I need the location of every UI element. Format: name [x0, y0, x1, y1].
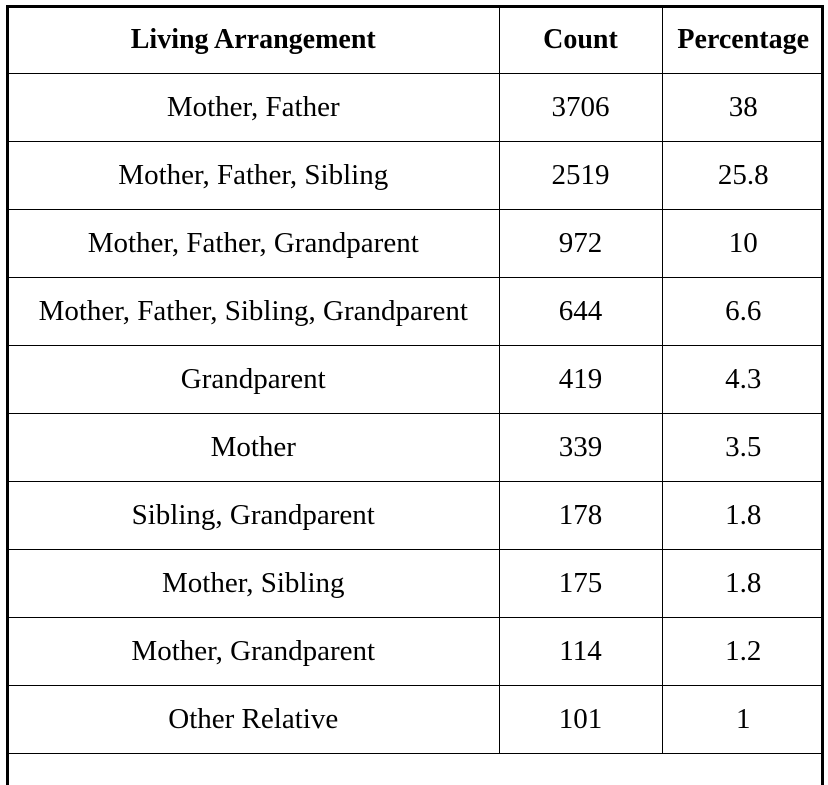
cell-percentage: 3.5	[661, 413, 821, 482]
cell-living-arrangement: Mother, Grandparent	[9, 617, 500, 686]
cell-percentage: 4.3	[661, 345, 821, 414]
cell-count: 3706	[498, 73, 663, 142]
cell-living-arrangement: Grandparent	[9, 345, 500, 414]
table-row: Other Relative 101 1	[9, 685, 821, 754]
living-arrangement-table: Living Arrangement Count Percentage Moth…	[9, 8, 821, 754]
cell-count: 339	[498, 413, 663, 482]
cell-living-arrangement: Mother	[9, 413, 500, 482]
table-row: Mother, Father, Sibling 2519 25.8	[9, 141, 821, 210]
cell-living-arrangement: Other Relative	[9, 685, 500, 754]
table-row: Mother, Father, Sibling, Grandparent 644…	[9, 277, 821, 346]
cell-percentage: 38	[661, 73, 821, 142]
table-row: Mother, Grandparent 114 1.2	[9, 617, 821, 686]
cell-percentage: 10	[661, 209, 821, 278]
header-percentage: Percentage	[661, 8, 821, 74]
cell-living-arrangement: Mother, Father, Sibling, Grandparent	[9, 277, 500, 346]
table-row: Sibling, Grandparent 178 1.8	[9, 481, 821, 550]
header-row: Living Arrangement Count Percentage	[9, 8, 821, 74]
cell-count: 644	[498, 277, 663, 346]
table-row: Grandparent 419 4.3	[9, 345, 821, 414]
cell-living-arrangement: Sibling, Grandparent	[9, 481, 500, 550]
cell-living-arrangement: Mother, Father, Sibling	[9, 141, 500, 210]
table-row: Mother, Father, Grandparent 972 10	[9, 209, 821, 278]
cell-percentage: 1.8	[661, 481, 821, 550]
cell-living-arrangement: Mother, Father	[9, 73, 500, 142]
header-count: Count	[498, 8, 663, 74]
table-row: Mother, Sibling 175 1.8	[9, 549, 821, 618]
cell-count: 419	[498, 345, 663, 414]
data-table-frame: Living Arrangement Count Percentage Moth…	[6, 5, 824, 785]
cell-count: 972	[498, 209, 663, 278]
table-row: Mother 339 3.5	[9, 413, 821, 482]
cell-percentage: 1	[661, 685, 821, 754]
header-living-arrangement: Living Arrangement	[9, 8, 500, 74]
cell-living-arrangement: Mother, Father, Grandparent	[9, 209, 500, 278]
table-row: Mother, Father 3706 38	[9, 73, 821, 142]
cell-living-arrangement: Mother, Sibling	[9, 549, 500, 618]
cell-percentage: 1.2	[661, 617, 821, 686]
cell-percentage: 6.6	[661, 277, 821, 346]
cell-count: 114	[498, 617, 663, 686]
cell-count: 178	[498, 481, 663, 550]
cell-count: 175	[498, 549, 663, 618]
cell-percentage: 1.8	[661, 549, 821, 618]
cell-count: 2519	[498, 141, 663, 210]
cell-percentage: 25.8	[661, 141, 821, 210]
cell-count: 101	[498, 685, 663, 754]
